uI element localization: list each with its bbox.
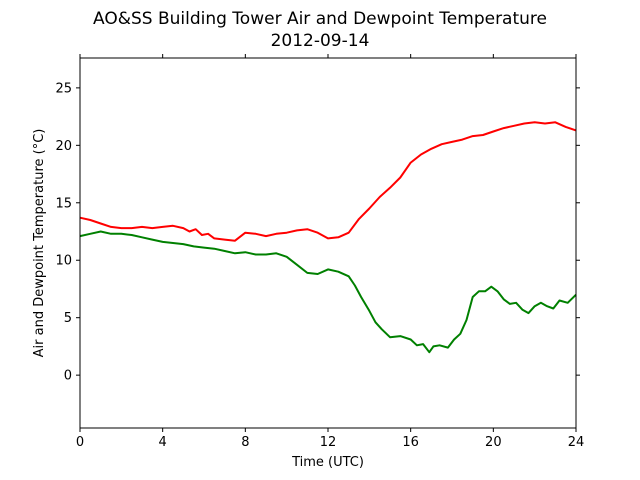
y-tick-label: 0 (64, 369, 72, 384)
y-tick-label: 15 (55, 196, 72, 211)
x-tick-label: 0 (76, 435, 84, 450)
x-tick-label: 12 (320, 435, 337, 450)
y-tick-label: 10 (55, 254, 72, 269)
y-axis-label: Air and Dewpoint Temperature (°C) (32, 129, 47, 358)
plot-area: 0 4 8 12 16 20 24 0 5 10 15 20 25 (55, 54, 584, 450)
x-tick-label: 20 (485, 435, 502, 450)
y-tick-label: 5 (64, 311, 72, 326)
chart-title: AO&SS Building Tower Air and Dewpoint Te… (93, 9, 547, 29)
plot-frame (79, 57, 577, 429)
x-tick-label: 16 (402, 435, 419, 450)
dewpoint-temperature-line (79, 230, 577, 354)
x-tick-label: 4 (159, 435, 167, 450)
x-axis-label: Time (UTC) (291, 455, 364, 470)
y-tick-label: 25 (55, 81, 72, 96)
x-tick-label: 8 (241, 435, 249, 450)
air-temperature-line (79, 121, 577, 242)
chart-subtitle: 2012-09-14 (271, 31, 370, 51)
y-tick-label: 20 (55, 139, 72, 154)
x-tick-label: 24 (568, 435, 585, 450)
